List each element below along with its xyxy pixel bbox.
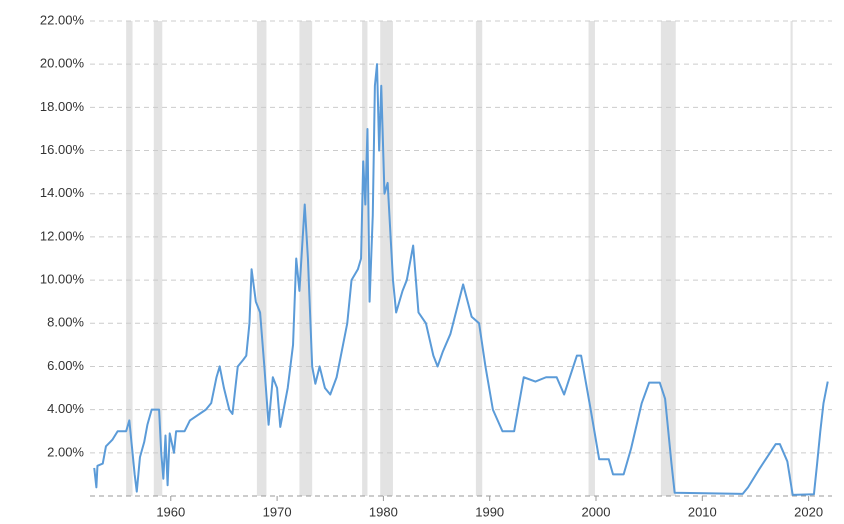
y-tick-label: 20.00% (40, 56, 85, 71)
recession-band (790, 21, 793, 496)
y-tick-label: 6.00% (47, 358, 84, 373)
x-tick-label: 2020 (794, 504, 823, 519)
recession-band (126, 21, 133, 496)
recession-band (256, 21, 267, 496)
y-tick-label: 22.00% (40, 12, 85, 27)
x-tick-label: 2010 (688, 504, 717, 519)
y-tick-label: 16.00% (40, 142, 85, 157)
rate-line (93, 63, 829, 496)
x-tick-label: 1990 (475, 504, 504, 519)
y-tick-label: 12.00% (40, 228, 85, 243)
x-tick-label: 1960 (156, 504, 185, 519)
recession-band (475, 21, 483, 496)
y-tick-label: 18.00% (40, 99, 85, 114)
recession-band (660, 21, 676, 496)
y-tick-label: 14.00% (40, 185, 85, 200)
recession-band (362, 21, 368, 496)
y-tick-label: 8.00% (47, 315, 84, 330)
x-tick-label: 2000 (582, 504, 611, 519)
y-tick-label: 4.00% (47, 401, 84, 416)
recession-band (588, 21, 595, 496)
recession-band (299, 21, 313, 496)
recession-band (153, 21, 163, 496)
x-tick-label: 1970 (263, 504, 292, 519)
y-tick-label: 10.00% (40, 272, 85, 287)
x-tick-label: 1980 (369, 504, 398, 519)
y-tick-label: 2.00% (47, 444, 84, 459)
